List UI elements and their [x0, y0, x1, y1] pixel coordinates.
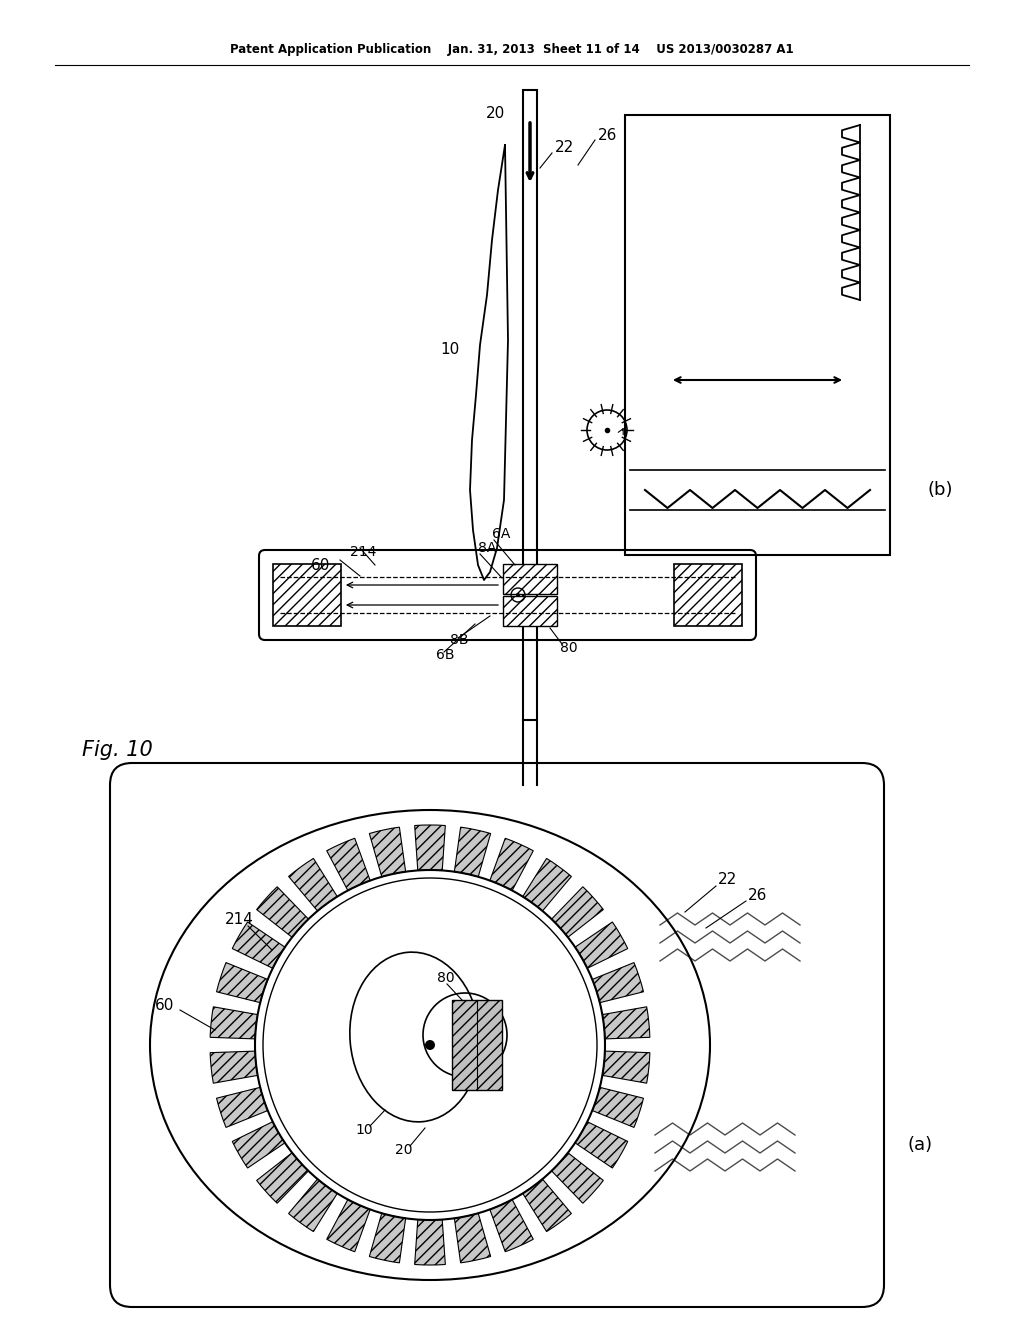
Text: 80: 80 — [560, 642, 578, 655]
Wedge shape — [489, 838, 534, 891]
Text: 26: 26 — [598, 128, 617, 143]
Wedge shape — [257, 887, 308, 937]
Wedge shape — [216, 962, 267, 1003]
Text: 60: 60 — [310, 558, 330, 573]
Text: 214: 214 — [350, 545, 377, 558]
Bar — [674, 564, 742, 626]
Wedge shape — [327, 838, 370, 891]
Wedge shape — [232, 921, 285, 969]
Wedge shape — [602, 1007, 650, 1039]
Wedge shape — [232, 1122, 285, 1168]
Text: 10: 10 — [355, 1123, 373, 1137]
Text: 8A: 8A — [478, 541, 497, 554]
Wedge shape — [592, 1088, 643, 1127]
Wedge shape — [522, 1179, 571, 1232]
Wedge shape — [289, 858, 337, 911]
Bar — [452, 1001, 502, 1090]
Wedge shape — [575, 921, 628, 969]
Wedge shape — [210, 1051, 258, 1084]
Bar — [503, 564, 557, 594]
Wedge shape — [289, 1179, 337, 1232]
Text: Patent Application Publication    Jan. 31, 2013  Sheet 11 of 14    US 2013/00302: Patent Application Publication Jan. 31, … — [230, 44, 794, 57]
Text: (b): (b) — [928, 480, 952, 499]
Bar — [273, 564, 341, 626]
Wedge shape — [552, 1152, 603, 1204]
Wedge shape — [455, 828, 490, 876]
Text: (a): (a) — [907, 1137, 933, 1154]
Text: 8B: 8B — [450, 634, 469, 647]
Circle shape — [425, 1040, 435, 1049]
Wedge shape — [575, 1122, 628, 1168]
Wedge shape — [370, 828, 406, 876]
Bar — [523, 90, 537, 719]
Wedge shape — [592, 962, 643, 1003]
Text: Fig. 10: Fig. 10 — [82, 741, 153, 760]
Text: 6B: 6B — [436, 648, 455, 663]
Wedge shape — [522, 858, 571, 911]
Wedge shape — [370, 1213, 406, 1263]
Wedge shape — [327, 1200, 370, 1251]
Wedge shape — [216, 1088, 267, 1127]
Text: 26: 26 — [748, 887, 767, 903]
Text: 80: 80 — [437, 972, 455, 985]
Text: 214: 214 — [225, 912, 254, 928]
Wedge shape — [415, 1220, 445, 1265]
Text: 6A: 6A — [492, 527, 510, 541]
Text: 22: 22 — [718, 873, 737, 887]
Text: 60: 60 — [155, 998, 174, 1012]
Wedge shape — [415, 825, 445, 870]
Wedge shape — [552, 887, 603, 937]
Wedge shape — [257, 1152, 308, 1204]
Wedge shape — [489, 1200, 534, 1251]
Bar — [625, 115, 890, 554]
Wedge shape — [210, 1007, 258, 1039]
Bar — [503, 597, 557, 626]
Wedge shape — [455, 1213, 490, 1263]
Circle shape — [516, 593, 520, 597]
Text: 20: 20 — [485, 106, 505, 120]
Text: 20: 20 — [395, 1143, 413, 1158]
Wedge shape — [602, 1051, 650, 1084]
Text: 22: 22 — [555, 140, 574, 156]
Text: 10: 10 — [440, 342, 460, 358]
